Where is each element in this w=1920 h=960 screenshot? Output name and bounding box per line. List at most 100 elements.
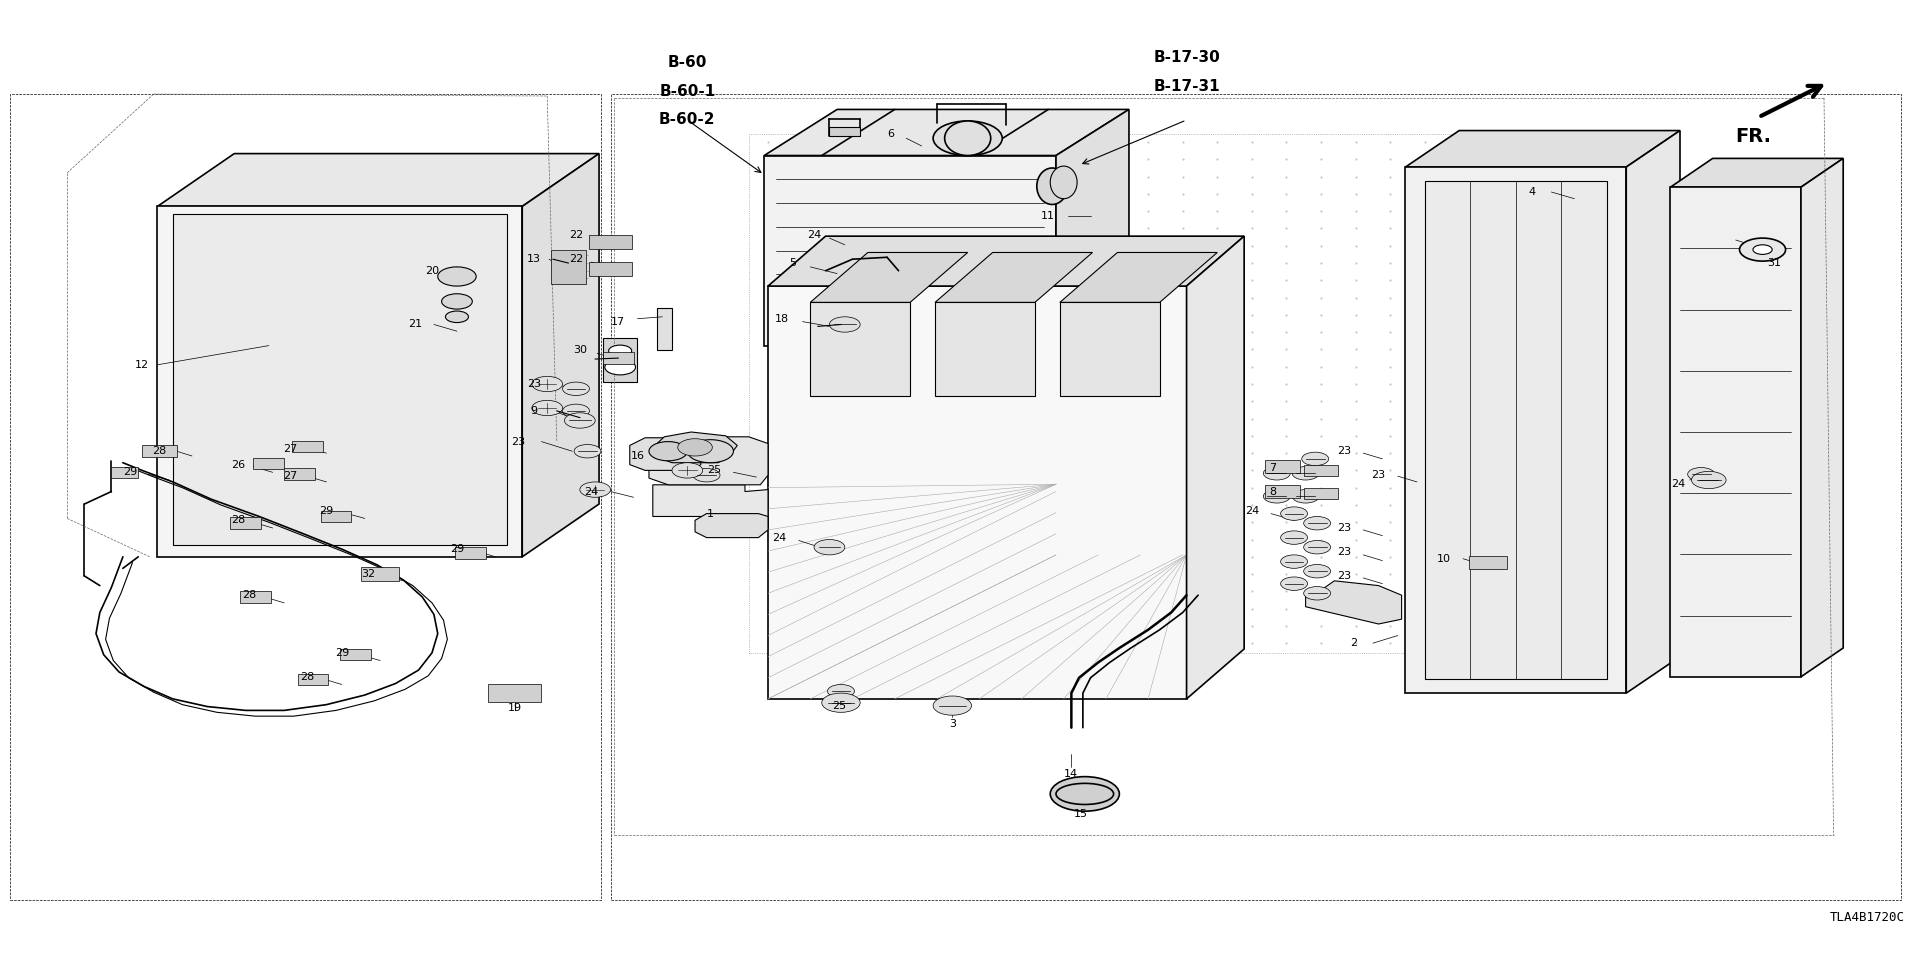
Text: 1: 1 — [707, 509, 714, 518]
Polygon shape — [653, 485, 768, 528]
Circle shape — [1281, 531, 1308, 544]
Bar — [551, 250, 586, 284]
Circle shape — [933, 121, 1002, 156]
Bar — [173, 214, 507, 545]
Bar — [1304, 488, 1338, 499]
Bar — [947, 308, 1023, 391]
Bar — [657, 308, 672, 350]
Circle shape — [1740, 238, 1786, 261]
Bar — [1265, 460, 1300, 472]
Bar — [298, 674, 328, 685]
Bar — [1670, 187, 1801, 677]
Text: 29: 29 — [123, 468, 138, 477]
Ellipse shape — [1056, 783, 1114, 804]
Polygon shape — [1306, 581, 1402, 624]
Text: 7: 7 — [1269, 464, 1277, 473]
Text: 23: 23 — [511, 437, 526, 446]
Text: 22: 22 — [568, 254, 584, 264]
Polygon shape — [1405, 131, 1680, 167]
Polygon shape — [935, 252, 1092, 302]
Text: 24: 24 — [584, 487, 599, 496]
Bar — [935, 302, 1035, 396]
Circle shape — [1753, 245, 1772, 254]
Bar — [1469, 557, 1507, 568]
Circle shape — [933, 696, 972, 715]
Circle shape — [564, 413, 595, 428]
Polygon shape — [1670, 158, 1843, 187]
Circle shape — [563, 404, 589, 418]
Text: 28: 28 — [300, 672, 315, 682]
Polygon shape — [764, 109, 1129, 156]
Polygon shape — [1187, 236, 1244, 699]
Text: 11: 11 — [1041, 211, 1056, 221]
Circle shape — [1263, 467, 1290, 480]
Text: 17: 17 — [611, 317, 626, 326]
Text: 13: 13 — [526, 254, 541, 264]
Circle shape — [822, 693, 860, 712]
Circle shape — [828, 696, 854, 709]
Text: 24: 24 — [772, 533, 787, 542]
Ellipse shape — [1050, 166, 1077, 199]
Bar — [1405, 167, 1626, 693]
Ellipse shape — [1037, 168, 1068, 204]
Text: 23: 23 — [1336, 523, 1352, 533]
Text: 28: 28 — [230, 516, 246, 525]
Circle shape — [1304, 516, 1331, 530]
Text: 23: 23 — [1371, 470, 1386, 480]
Circle shape — [1292, 467, 1319, 480]
Bar — [810, 302, 910, 396]
Bar — [589, 262, 632, 276]
Circle shape — [1304, 564, 1331, 578]
Text: 28: 28 — [152, 446, 167, 456]
Text: 24: 24 — [1670, 479, 1686, 489]
Text: 23: 23 — [1336, 547, 1352, 557]
Bar — [10, 94, 601, 900]
Bar — [361, 567, 399, 581]
Bar — [253, 458, 284, 469]
Circle shape — [563, 382, 589, 396]
Text: 24: 24 — [1244, 506, 1260, 516]
Text: TLA4B1720C: TLA4B1720C — [1830, 910, 1905, 924]
Bar — [589, 235, 632, 249]
Polygon shape — [649, 437, 768, 485]
Text: 27: 27 — [282, 471, 298, 481]
Circle shape — [678, 439, 712, 456]
Text: B-17-31: B-17-31 — [1154, 79, 1219, 94]
Text: 18: 18 — [774, 314, 789, 324]
Ellipse shape — [945, 121, 991, 156]
Bar — [1304, 465, 1338, 476]
Text: 30: 30 — [572, 346, 588, 355]
Circle shape — [828, 684, 854, 698]
Circle shape — [1304, 540, 1331, 554]
Circle shape — [1050, 777, 1119, 811]
Bar — [455, 547, 486, 559]
Text: 22: 22 — [568, 230, 584, 240]
Circle shape — [609, 345, 632, 356]
Polygon shape — [630, 438, 701, 470]
Polygon shape — [1060, 252, 1217, 302]
Text: 29: 29 — [449, 544, 465, 554]
Polygon shape — [522, 154, 599, 557]
Circle shape — [532, 400, 563, 416]
Text: 2: 2 — [1350, 638, 1357, 648]
Bar — [340, 649, 371, 660]
Bar — [935, 302, 1035, 396]
Polygon shape — [157, 154, 599, 206]
Bar — [111, 467, 138, 478]
Text: 10: 10 — [1436, 554, 1452, 564]
Polygon shape — [653, 432, 737, 463]
Bar — [157, 206, 522, 557]
Text: 14: 14 — [1064, 769, 1079, 779]
Bar — [822, 308, 899, 391]
Polygon shape — [1801, 158, 1843, 677]
Circle shape — [580, 482, 611, 497]
Bar — [488, 684, 541, 702]
Bar — [749, 134, 1455, 653]
Text: B-60: B-60 — [668, 55, 707, 70]
Bar — [1425, 181, 1607, 679]
Circle shape — [1263, 490, 1290, 503]
Bar — [611, 94, 1901, 900]
Text: 23: 23 — [526, 379, 541, 389]
Circle shape — [1688, 468, 1715, 481]
Text: 29: 29 — [334, 648, 349, 658]
